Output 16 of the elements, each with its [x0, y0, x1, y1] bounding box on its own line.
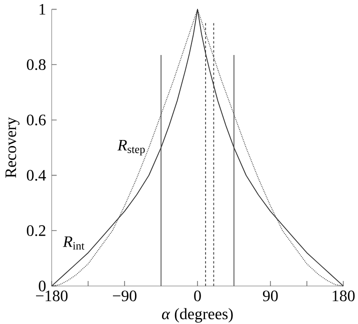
- x-axis-title: α (degrees): [162, 308, 233, 323]
- x-tick-label: 0: [194, 290, 201, 302]
- y-tick-label: 0.2: [26, 225, 46, 236]
- y-axis-title: Recovery: [6, 117, 20, 178]
- x-tick-label: 90: [262, 290, 278, 302]
- y-tick-label: 0.6: [26, 114, 46, 126]
- x-tick-label: 180: [332, 290, 355, 302]
- y-tick-label: 0.4: [26, 170, 46, 181]
- y-tick-label: 0: [38, 280, 46, 292]
- line-series: [51, 8, 344, 286]
- x-tick-label: −90: [112, 290, 136, 302]
- y-tick-label: 1: [40, 4, 46, 15]
- x-tick-label: −180: [36, 290, 68, 302]
- series-label: R$_{int}$: [62, 236, 84, 250]
- y-tick-label: 0.8: [26, 59, 46, 70]
- series-label: R$_{step}$: [117, 140, 145, 156]
